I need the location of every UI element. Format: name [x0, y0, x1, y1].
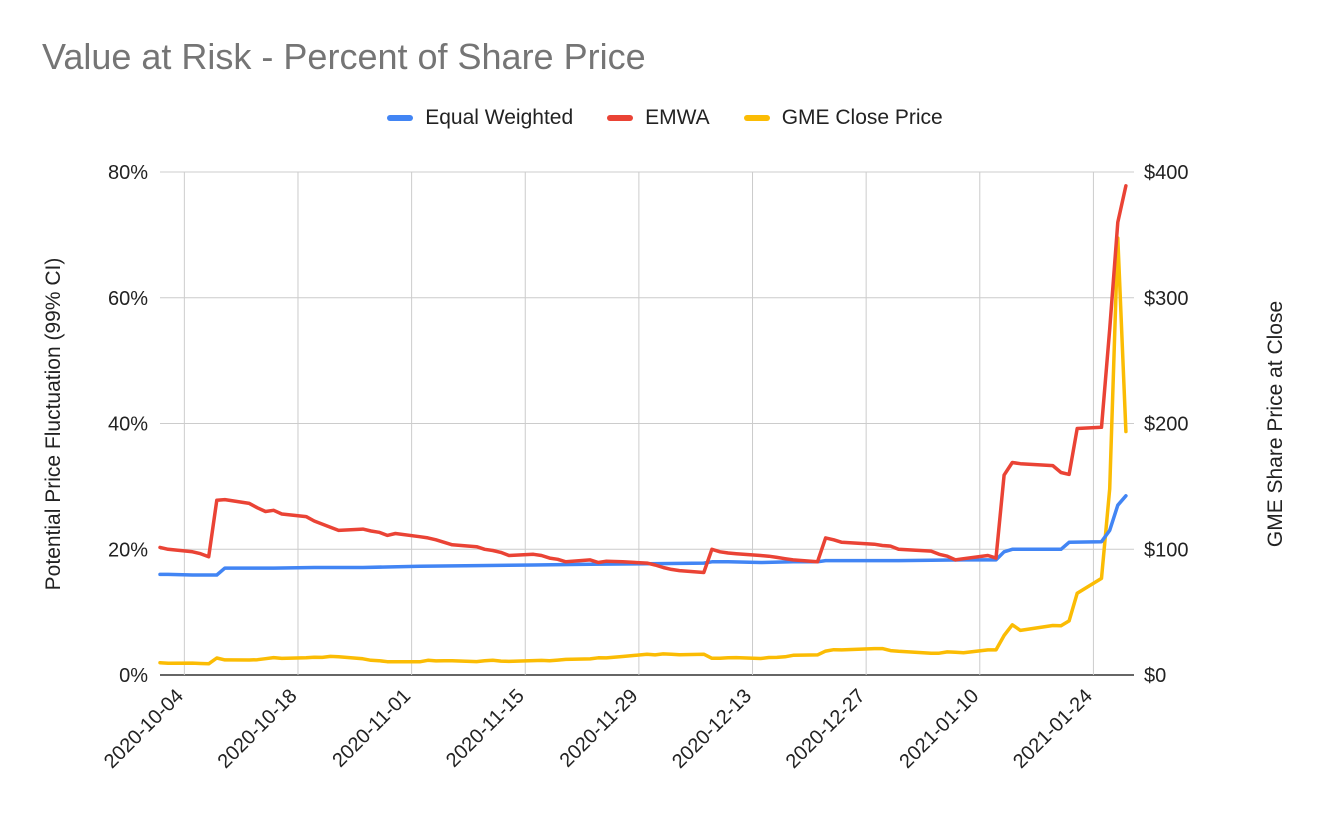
y-tick-label: 20%	[108, 539, 148, 561]
legend-item-emwa: EMWA	[607, 106, 710, 130]
y2-axis-label: GME Share Price at Close	[1264, 301, 1287, 547]
x-tick-label: 2020-12-13	[668, 685, 756, 773]
right-axis-ticks: $0 $100 $200 $300 $400	[1144, 162, 1189, 687]
legend: Equal Weighted EMWA GME Close Price	[0, 106, 1330, 130]
legend-label-emwa: EMWA	[645, 106, 710, 129]
series-line-gme-close-price	[158, 236, 1128, 666]
y2-tick-label: $400	[1144, 162, 1189, 184]
x-tick-label: 2021-01-24	[1009, 685, 1097, 773]
legend-swatch-emwa	[607, 115, 634, 121]
chart-title: Value at Risk - Percent of Share Price	[42, 36, 646, 77]
x-tick-label: 2021-01-10	[895, 685, 983, 773]
y-tick-label: 60%	[108, 288, 148, 310]
y2-tick-label: $100	[1144, 539, 1189, 561]
y2-tick-label: $200	[1144, 414, 1189, 436]
x-tick-label: 2020-10-18	[214, 685, 302, 773]
left-axis-ticks: 0% 20% 40% 60% 80%	[108, 162, 148, 687]
legend-item-gme-close-price: GME Close Price	[743, 106, 943, 130]
y-tick-label: 40%	[108, 414, 148, 436]
legend-swatch-equal-weighted	[387, 115, 414, 121]
y2-tick-label: $300	[1144, 288, 1189, 310]
y2-tick-label: $0	[1144, 665, 1166, 687]
x-tick-label: 2020-11-01	[328, 685, 415, 772]
x-tick-label: 2020-11-29	[556, 685, 643, 772]
y-tick-label: 80%	[108, 162, 148, 184]
y-axis-label: Potential Price Fluctuation (99% CI)	[42, 258, 65, 591]
legend-label-gme-close-price: GME Close Price	[781, 106, 943, 129]
legend-swatch-gme-close-price	[743, 115, 770, 121]
x-tick-label: 2020-10-04	[100, 685, 188, 773]
series-line-emwa	[158, 184, 1128, 575]
series-lines	[158, 184, 1128, 666]
y-tick-label: 0%	[119, 665, 148, 687]
legend-label-equal-weighted: Equal Weighted	[425, 106, 574, 129]
x-tick-label: 2020-11-15	[442, 685, 529, 772]
x-axis-ticks: 2020-10-04 2020-10-18 2020-11-01 2020-11-15…	[100, 685, 1097, 773]
legend-item-equal-weighted: Equal Weighted	[387, 106, 573, 130]
x-tick-label: 2020-12-27	[782, 685, 870, 773]
gridlines	[160, 171, 1134, 676]
